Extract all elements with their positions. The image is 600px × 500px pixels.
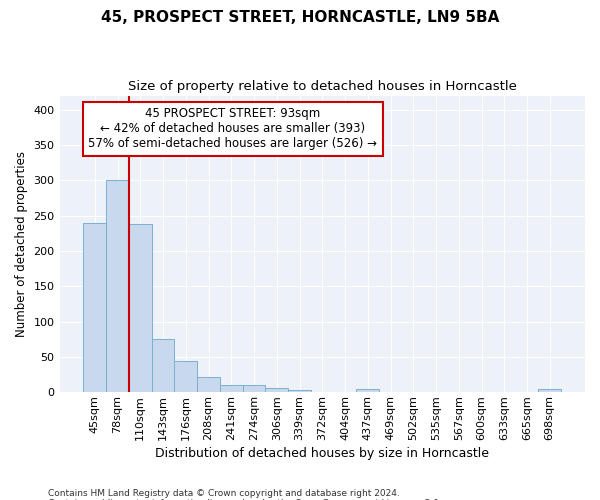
Bar: [538, 390, 561, 392]
Bar: [220, 385, 242, 392]
Bar: [288, 390, 311, 392]
Text: 45 PROSPECT STREET: 93sqm
← 42% of detached houses are smaller (393)
57% of semi: 45 PROSPECT STREET: 93sqm ← 42% of detac…: [88, 108, 377, 150]
Y-axis label: Number of detached properties: Number of detached properties: [15, 151, 28, 337]
Text: Contains HM Land Registry data © Crown copyright and database right 2024.: Contains HM Land Registry data © Crown c…: [48, 488, 400, 498]
Bar: [265, 388, 288, 392]
X-axis label: Distribution of detached houses by size in Horncastle: Distribution of detached houses by size …: [155, 447, 489, 460]
Bar: [83, 222, 106, 392]
Bar: [152, 339, 175, 392]
Bar: [175, 361, 197, 392]
Bar: [197, 376, 220, 392]
Text: Contains public sector information licensed under the Open Government Licence v3: Contains public sector information licen…: [48, 498, 442, 500]
Bar: [356, 390, 379, 392]
Text: 45, PROSPECT STREET, HORNCASTLE, LN9 5BA: 45, PROSPECT STREET, HORNCASTLE, LN9 5BA: [101, 10, 499, 25]
Bar: [129, 224, 152, 392]
Bar: [242, 385, 265, 392]
Title: Size of property relative to detached houses in Horncastle: Size of property relative to detached ho…: [128, 80, 517, 93]
Bar: [106, 180, 129, 392]
